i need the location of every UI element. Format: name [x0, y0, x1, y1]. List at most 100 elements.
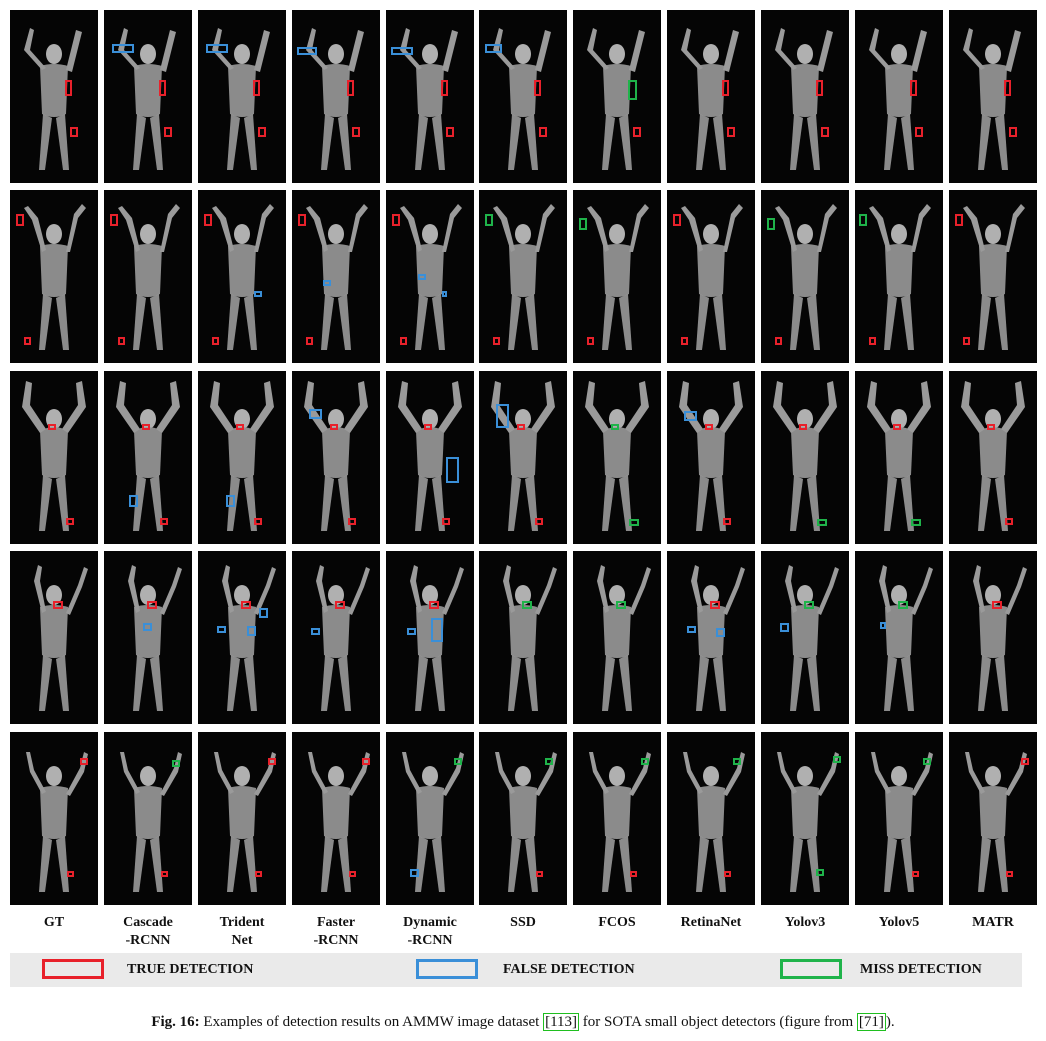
false-detection-box [217, 626, 226, 633]
body-silhouette [308, 752, 370, 892]
detection-results-grid [10, 10, 1037, 905]
scan-image-r2-c3 [198, 190, 286, 363]
miss-detection-box [545, 758, 553, 765]
body-silhouette [691, 565, 745, 711]
false-detection-box [780, 623, 789, 632]
miss-detection-box [733, 758, 741, 765]
column-label-2: Cascade -RCNN [123, 915, 173, 948]
true-detection-box [48, 424, 56, 430]
body-silhouette [118, 204, 180, 350]
body-silhouette [503, 565, 557, 711]
miss-detection-box [767, 218, 775, 230]
body-silhouette [597, 565, 651, 711]
true-detection-box [392, 214, 400, 226]
caption-text-1: Examples of detection results on AMMW im… [199, 1014, 544, 1030]
scan-image-r3-c9 [761, 371, 849, 544]
body-silhouette [26, 752, 88, 892]
true-detection-box [987, 424, 995, 430]
scan-image-r5-c9 [761, 732, 849, 905]
true-detection-box [821, 127, 829, 137]
true-detection-box [775, 337, 782, 345]
scan-image-r4-c8 [667, 551, 755, 724]
false-detection-box [247, 626, 256, 636]
scan-image-r2-c1 [10, 190, 98, 363]
miss-detection-box [172, 760, 180, 767]
false-detection-box [259, 608, 268, 618]
true-detection-box [306, 337, 313, 345]
true-detection-box [1009, 127, 1017, 137]
scan-image-r3-c7 [573, 371, 661, 544]
body-silhouette [681, 28, 739, 170]
miss-detection-box [911, 519, 921, 526]
true-detection-box [722, 80, 729, 96]
body-silhouette [400, 28, 458, 170]
true-detection-box [1021, 758, 1029, 765]
scan-image-r5-c2 [104, 732, 192, 905]
scan-image-r4-c5 [386, 551, 474, 724]
scan-image-r5-c7 [573, 732, 661, 905]
true-detection-box [912, 871, 919, 877]
caption-fig-label: Fig. 16: [151, 1014, 200, 1030]
false-detection-box [309, 409, 322, 419]
true-detection-box [66, 518, 74, 525]
body-silhouette [34, 565, 88, 711]
scan-image-r5-c4 [292, 732, 380, 905]
true-detection-box [24, 337, 31, 345]
false-detection-swatch [416, 959, 478, 979]
scan-image-r1-c1 [10, 10, 98, 183]
scan-image-r1-c10 [855, 10, 943, 183]
true-detection-box [348, 518, 356, 525]
false-detection-box [297, 47, 317, 55]
scan-image-r3-c10 [855, 371, 943, 544]
body-silhouette [128, 565, 182, 711]
true-detection-box [446, 127, 454, 137]
scan-image-r4-c9 [761, 551, 849, 724]
body-silhouette [306, 204, 368, 350]
true-detection-box [517, 424, 525, 430]
true-detection-box [539, 127, 547, 137]
true-detection-box [335, 601, 345, 609]
column-label-4: Faster -RCNN [313, 915, 359, 948]
false-detection-box [311, 628, 320, 635]
true-detection-box [147, 601, 157, 609]
body-silhouette [681, 204, 743, 350]
body-silhouette [493, 28, 551, 170]
body-silhouette [869, 28, 927, 170]
true-detection-box [910, 80, 917, 96]
miss-detection-box [804, 601, 814, 609]
body-silhouette [495, 752, 557, 892]
false-detection-box [446, 457, 459, 483]
false-detection-box [880, 622, 886, 629]
true-detection-box [723, 518, 731, 525]
true-detection-box [258, 127, 266, 137]
column-label-5: Dynamic -RCNN [403, 915, 457, 948]
miss-detection-box [641, 758, 649, 765]
true-detection-box [992, 601, 1002, 609]
true-detection-box [1004, 80, 1011, 96]
true-detection-box [80, 758, 88, 765]
miss-detection-box [629, 519, 639, 526]
true-detection-box [963, 337, 970, 345]
body-silhouette [410, 565, 464, 711]
scan-image-r2-c7 [573, 190, 661, 363]
true-detection-box [534, 80, 541, 96]
body-silhouette [493, 204, 555, 350]
scan-image-r4-c11 [949, 551, 1037, 724]
true-detection-box [255, 871, 262, 877]
miss-detection-box [833, 756, 841, 763]
miss-detection-box [628, 80, 637, 100]
citation-link-113[interactable]: [113] [543, 1013, 580, 1031]
column-label-6: SSD [510, 915, 536, 930]
body-silhouette [316, 565, 370, 711]
scan-image-r1-c2 [104, 10, 192, 183]
body-silhouette [306, 28, 364, 170]
caption-text-3: ). [885, 1014, 895, 1030]
body-silhouette [120, 752, 182, 892]
false-detection-box [323, 280, 331, 286]
citation-link-71[interactable]: [71] [856, 1013, 886, 1031]
miss-detection-box [611, 424, 619, 430]
true-detection-swatch [42, 959, 104, 979]
true-detection-box [441, 80, 448, 96]
body-silhouette [973, 565, 1027, 711]
true-detection-box [160, 518, 168, 525]
